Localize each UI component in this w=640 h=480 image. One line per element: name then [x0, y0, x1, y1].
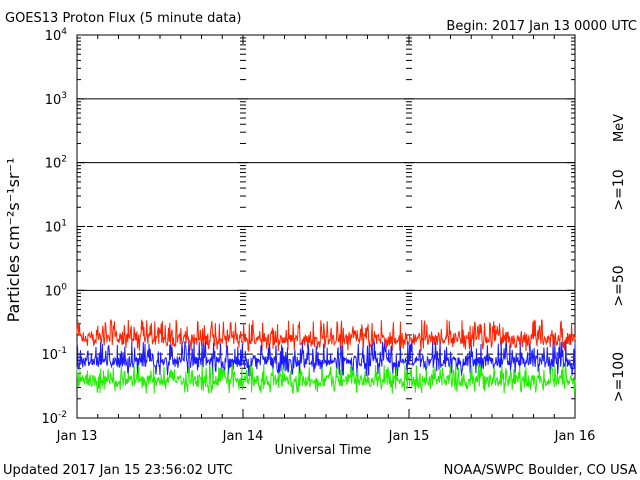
- x-tick-label: Jan 14: [222, 429, 264, 444]
- y-tick-labels: 10-2 10-1 100 101 102 103 104: [41, 27, 67, 427]
- data-series: [76, 319, 576, 394]
- y-tick-label: 100: [45, 282, 68, 299]
- series-line-10mev: [76, 319, 576, 352]
- credit-text: NOAA/SWPC Boulder, CO USA: [444, 463, 637, 478]
- y-tick-label: 10-2: [41, 410, 67, 427]
- legend-item-100mev: >=100: [611, 352, 627, 402]
- y-tick-label: 103: [45, 91, 67, 108]
- x-tick-label: Jan 16: [554, 429, 596, 444]
- y-axis-label: Particles cm⁻²s⁻¹sr⁻¹: [4, 158, 23, 323]
- updated-timestamp: Updated 2017 Jan 15 23:56:02 UTC: [3, 463, 233, 478]
- y-tick-label: 104: [45, 27, 68, 44]
- legend-item-50mev: >=50: [611, 265, 627, 306]
- x-tick-label: Jan 15: [388, 429, 430, 444]
- begin-time: Begin: 2017 Jan 13 0000 UTC: [446, 19, 637, 34]
- x-tick-label: Jan 13: [56, 429, 98, 444]
- legend: MeV >=10 >=50 >=100: [611, 114, 627, 402]
- legend-item-10mev: >=10: [611, 169, 627, 210]
- chart-title: GOES13 Proton Flux (5 minute data): [5, 11, 241, 26]
- y-tick-label: 102: [45, 155, 67, 172]
- series-line-100mev: [76, 364, 576, 394]
- series-line-50mev: [76, 341, 576, 377]
- x-axis-label: Universal Time: [275, 443, 372, 458]
- x-tick-labels: Jan 13 Jan 14 Jan 15 Jan 16: [56, 429, 596, 444]
- legend-unit: MeV: [612, 114, 627, 142]
- y-tick-label: 10-1: [41, 346, 67, 363]
- y-tick-label: 101: [45, 219, 67, 236]
